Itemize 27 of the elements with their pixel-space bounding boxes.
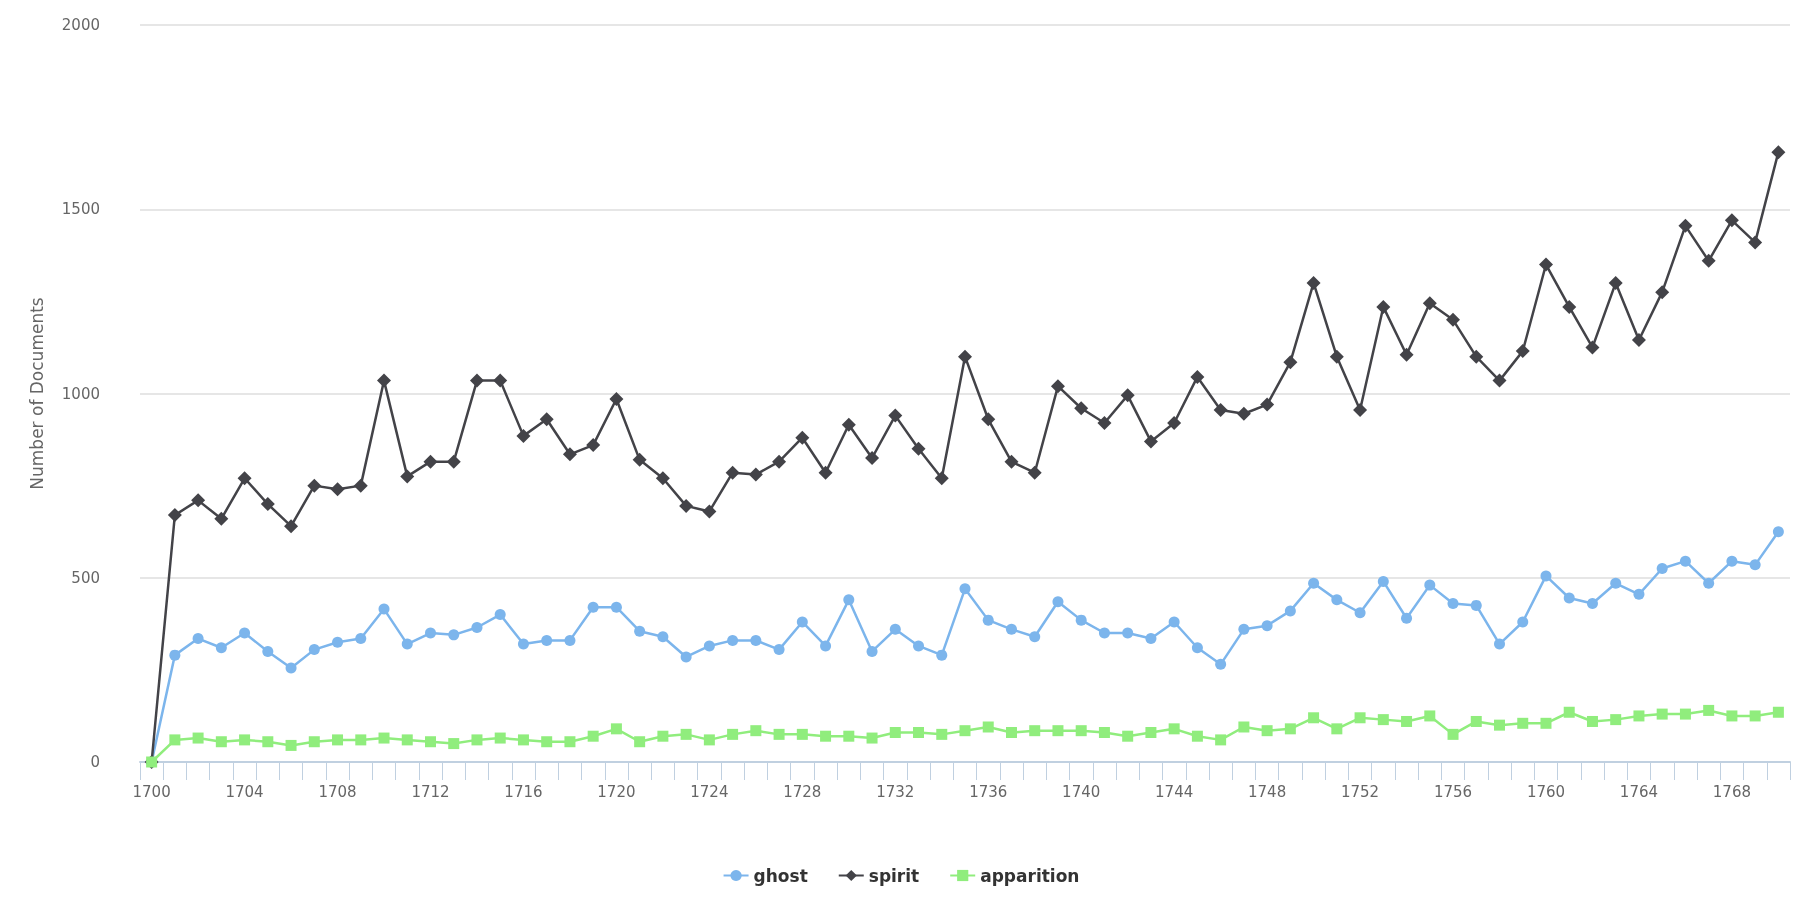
x-tick-label: 1760 xyxy=(1526,782,1566,801)
y-tick-label: 500 xyxy=(71,568,100,587)
x-tick-label: 1700 xyxy=(132,782,171,801)
legend-label: apparition xyxy=(980,865,1080,886)
x-tick-label: 1716 xyxy=(504,782,543,801)
y-tick-label: 1500 xyxy=(61,200,100,219)
x-tick-label: 1704 xyxy=(225,782,264,801)
x-tick-label: 1752 xyxy=(1340,782,1380,801)
x-tick-label: 1724 xyxy=(690,782,729,801)
x-tick-label: 1740 xyxy=(1062,782,1101,801)
x-tick-label: 1712 xyxy=(411,782,450,801)
y-tick-label: 1000 xyxy=(61,384,100,403)
x-tick-label: 1720 xyxy=(597,782,636,801)
y-axis-title: Number of Documents xyxy=(26,297,47,490)
x-tick-label: 1768 xyxy=(1712,782,1751,801)
x-tick-label: 1728 xyxy=(783,782,822,801)
x-tick-label: 1764 xyxy=(1619,782,1659,801)
x-tick-label: 1748 xyxy=(1248,782,1287,801)
y-tick-label: 2000 xyxy=(61,16,100,34)
legend-label: ghost xyxy=(753,865,808,886)
x-tick-label: 1744 xyxy=(1155,782,1194,801)
x-tick-label: 1736 xyxy=(969,782,1008,801)
x-tick-label: 1756 xyxy=(1433,782,1473,801)
y-tick-label: 0 xyxy=(90,753,100,771)
x-tick-label: 1732 xyxy=(876,782,915,801)
x-tick-label: 1708 xyxy=(318,782,357,801)
legend-label: spirit xyxy=(868,865,920,886)
